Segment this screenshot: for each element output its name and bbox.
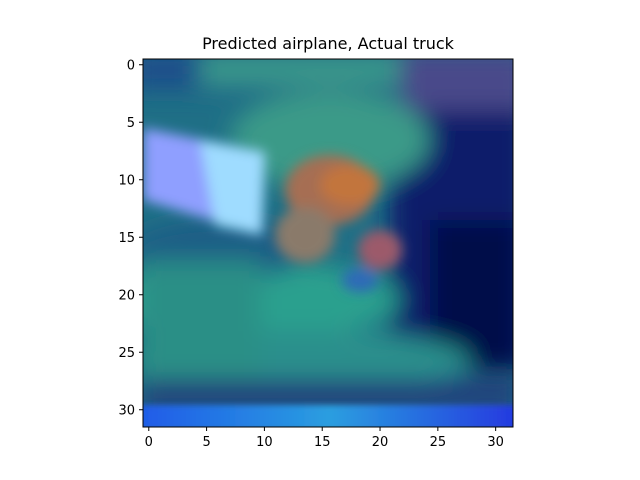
axes-frame bbox=[142, 58, 514, 428]
y-tick-label: 30 bbox=[118, 403, 135, 418]
x-tick-label: 0 bbox=[145, 435, 153, 450]
x-tick-label: 15 bbox=[314, 435, 331, 450]
y-tick-label: 10 bbox=[118, 173, 135, 188]
x-axis: 0 5 10 15 20 25 30 bbox=[145, 427, 504, 450]
y-tick-label: 5 bbox=[127, 116, 135, 131]
y-axis: 0 5 10 15 20 25 30 bbox=[118, 58, 143, 418]
x-tick-label: 25 bbox=[430, 435, 447, 450]
x-tick-label: 30 bbox=[487, 435, 504, 450]
figure-title: Predicted airplane, Actual truck bbox=[202, 34, 455, 53]
x-tick-label: 10 bbox=[256, 435, 273, 450]
y-tick-label: 0 bbox=[127, 58, 135, 73]
y-tick-label: 25 bbox=[118, 346, 135, 361]
x-tick-label: 20 bbox=[372, 435, 389, 450]
y-tick-label: 20 bbox=[118, 288, 135, 303]
image-area bbox=[143, 59, 513, 427]
x-tick-label: 5 bbox=[202, 435, 210, 450]
y-tick-label: 15 bbox=[118, 231, 135, 246]
